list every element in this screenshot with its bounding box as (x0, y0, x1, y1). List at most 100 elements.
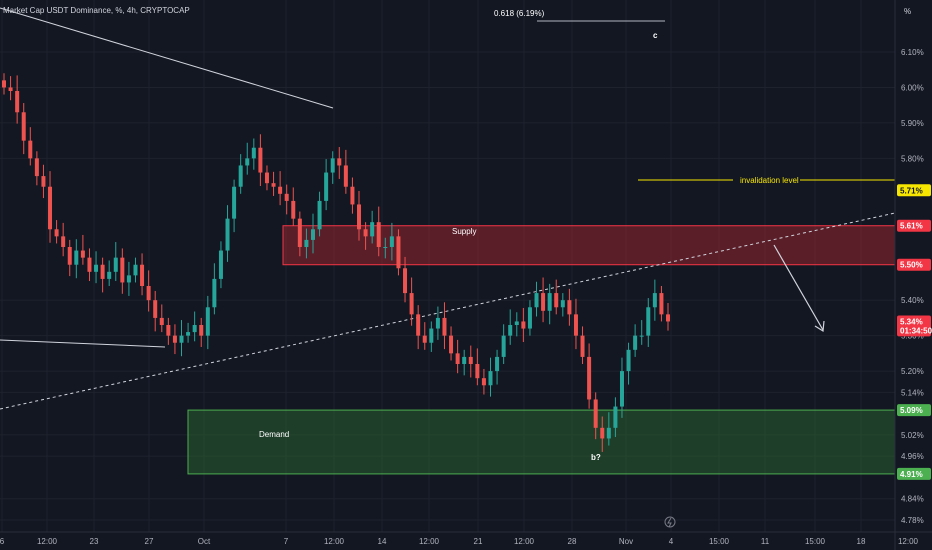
upper-trendline[interactable] (0, 7, 334, 109)
candle-body (495, 356, 500, 372)
candle-body (2, 80, 6, 88)
price-tag: 5.71% (897, 184, 931, 197)
candle-body (61, 236, 66, 247)
candle-body (159, 317, 164, 325)
y-tick-label: 6.00% (901, 83, 924, 92)
candle-body (264, 172, 269, 184)
price-tag: 5.61% (897, 219, 931, 232)
candle-body (166, 325, 171, 336)
candle-body (541, 293, 546, 311)
x-tick-label: 21 (474, 537, 483, 546)
candle-body (153, 300, 158, 318)
lightning-icon[interactable] (664, 516, 676, 528)
candles-layer (2, 73, 670, 452)
price-tag: 5.09% (897, 404, 931, 417)
candle-body (199, 325, 204, 336)
annotations-layer: 0.618 (6.19%) c invalidation level b? Su… (259, 9, 799, 462)
candle-body (172, 335, 177, 343)
candle-body (8, 87, 13, 91)
candle-body (113, 257, 118, 272)
candle-body (251, 147, 256, 159)
candle-body (429, 328, 434, 343)
price-tag-label: 5.71% (900, 186, 923, 195)
price-tag: 01:34:50 (897, 324, 932, 337)
y-tick-label: 4.78% (901, 516, 924, 525)
dashed-trendline[interactable] (0, 212, 896, 410)
candle-body (409, 293, 414, 315)
candle-body (619, 371, 624, 407)
candle-body (626, 349, 631, 372)
candle-body (435, 317, 440, 329)
candle-body (659, 293, 664, 315)
drawings-layer (0, 7, 896, 410)
candle-body (238, 165, 243, 187)
candle-body (87, 257, 92, 272)
scale-unit-label[interactable]: % (904, 7, 911, 16)
candle-body (416, 314, 421, 336)
candle-body (310, 229, 315, 240)
candle-body (376, 222, 381, 247)
candle-body (258, 147, 263, 173)
lower-trendline[interactable] (0, 339, 166, 348)
x-tick-label: 18 (857, 537, 866, 546)
candle-body (633, 335, 638, 350)
x-tick-label: Oct (198, 537, 211, 546)
candle-body (94, 264, 99, 272)
candle-body (567, 300, 572, 315)
price-tag-label: 01:34:50 (900, 326, 932, 335)
x-tick-label: 15:00 (805, 537, 826, 546)
y-tick-label: 4.84% (901, 495, 924, 504)
candle-body (67, 247, 72, 265)
x-tick-label: 11 (761, 537, 770, 546)
candle-body (146, 286, 151, 301)
candle-body (107, 271, 112, 279)
candle-body (468, 356, 473, 364)
candle-body (133, 264, 138, 276)
candle-body (80, 250, 85, 258)
price-tag: 5.50% (897, 258, 931, 271)
candle-body (422, 335, 427, 343)
candle-body (245, 158, 250, 166)
candle-body (527, 307, 532, 329)
zone-supply[interactable] (282, 225, 896, 266)
wave-b-label: b? (591, 453, 601, 462)
zones-layer (187, 225, 896, 475)
candle-body (15, 91, 20, 113)
zone-demand[interactable] (187, 409, 896, 475)
candle-body (179, 335, 184, 343)
fib-label: 0.618 (6.19%) (494, 9, 545, 18)
x-tick-label: 12:00 (419, 537, 440, 546)
candle-body (21, 112, 26, 141)
candle-body (192, 325, 197, 333)
candle-body (560, 300, 565, 308)
demand-zone-label: Demand (259, 430, 289, 439)
candle-body (587, 356, 592, 400)
x-tick-label: 4 (669, 537, 674, 546)
projection-arrow-line[interactable] (773, 244, 824, 331)
candle-body (475, 364, 480, 379)
projection-arrow-head (814, 320, 825, 333)
candle-body (100, 264, 105, 279)
candle-body (534, 293, 539, 308)
invalidation-label: invalidation level (740, 176, 799, 185)
wave-c-label: c (653, 31, 658, 40)
candle-body (508, 325, 513, 336)
candle-body (606, 427, 611, 439)
candle-body (357, 204, 362, 230)
candle-body (186, 332, 191, 336)
candle-body (455, 353, 460, 364)
y-tick-label: 5.80% (901, 154, 924, 163)
candle-body (646, 307, 651, 336)
candle-body (74, 250, 79, 265)
chart-grid (0, 0, 909, 532)
candle-body (54, 229, 59, 237)
candle-body (225, 218, 230, 251)
candle-body (278, 186, 283, 194)
candle-body (28, 140, 33, 159)
price-scale-bg[interactable] (895, 0, 932, 550)
candle-body (370, 222, 375, 237)
candle-body (389, 236, 394, 247)
candle-body (547, 293, 552, 311)
price-tag-label: 5.50% (900, 261, 923, 270)
